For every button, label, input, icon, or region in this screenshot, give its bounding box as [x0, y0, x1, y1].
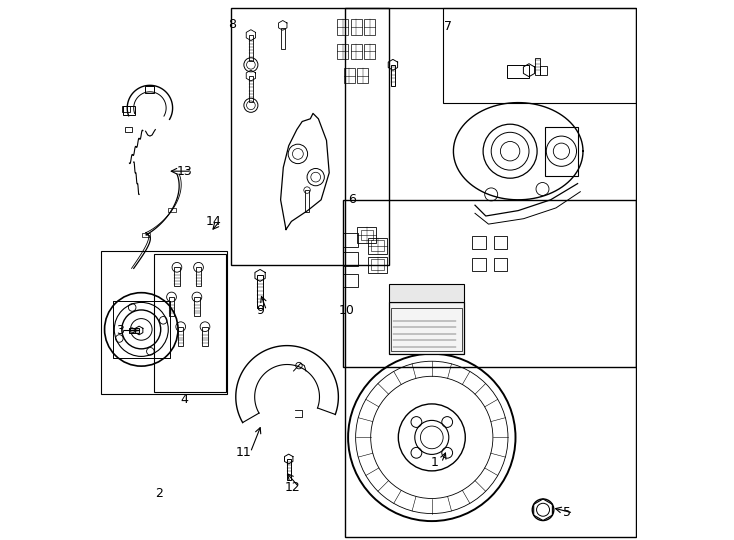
Text: 9: 9 — [256, 304, 264, 317]
Bar — [286, 459, 291, 480]
Bar — [364, 19, 375, 35]
Text: 4: 4 — [181, 393, 189, 406]
Bar — [195, 297, 200, 316]
Bar — [443, 8, 636, 103]
Bar — [364, 44, 375, 59]
Bar — [494, 236, 507, 249]
Bar — [123, 106, 130, 112]
Bar — [351, 19, 362, 35]
Bar — [174, 267, 180, 286]
Bar — [343, 252, 357, 266]
Text: 1: 1 — [431, 456, 439, 469]
Bar — [371, 240, 385, 251]
Bar — [343, 200, 636, 367]
Bar — [203, 327, 208, 346]
Bar — [371, 259, 385, 270]
Bar — [249, 35, 253, 61]
Bar — [343, 274, 357, 287]
Bar — [142, 233, 150, 237]
Bar — [101, 251, 227, 394]
Text: 8: 8 — [228, 18, 236, 31]
Bar — [390, 65, 395, 86]
Bar — [346, 8, 636, 537]
Bar — [539, 66, 548, 75]
Bar — [338, 19, 348, 35]
Text: 7: 7 — [444, 21, 452, 33]
Text: 14: 14 — [206, 215, 221, 228]
Text: 6: 6 — [348, 193, 356, 206]
Bar — [351, 44, 362, 59]
Bar — [249, 76, 253, 102]
Bar — [357, 227, 377, 243]
Bar — [472, 258, 486, 271]
Bar — [178, 327, 184, 346]
Bar — [305, 190, 309, 212]
Bar — [231, 8, 388, 265]
Bar — [258, 275, 263, 308]
Bar — [388, 302, 464, 354]
Bar — [153, 254, 225, 392]
Bar — [360, 230, 374, 240]
Text: 2: 2 — [155, 487, 163, 500]
Bar — [472, 236, 486, 249]
Bar — [357, 68, 368, 83]
Text: 10: 10 — [338, 304, 355, 317]
Text: 12: 12 — [285, 481, 300, 494]
Bar — [196, 267, 201, 286]
Bar — [494, 258, 507, 271]
Bar — [280, 28, 285, 49]
Bar — [368, 256, 387, 273]
Bar — [391, 308, 462, 351]
Bar — [145, 86, 154, 93]
Bar — [169, 297, 174, 316]
Bar — [338, 44, 348, 59]
Bar — [123, 106, 135, 115]
Text: 13: 13 — [177, 165, 193, 178]
Bar — [545, 127, 578, 176]
Bar — [343, 233, 357, 247]
Text: 3: 3 — [116, 324, 123, 337]
Bar — [368, 238, 387, 254]
Bar — [125, 127, 131, 132]
Bar — [536, 58, 539, 75]
Text: 5: 5 — [563, 507, 571, 519]
Bar — [388, 284, 464, 302]
Bar — [167, 207, 176, 212]
Text: 11: 11 — [236, 446, 252, 459]
Bar — [129, 328, 139, 333]
Bar — [507, 65, 529, 78]
Bar — [344, 68, 355, 83]
